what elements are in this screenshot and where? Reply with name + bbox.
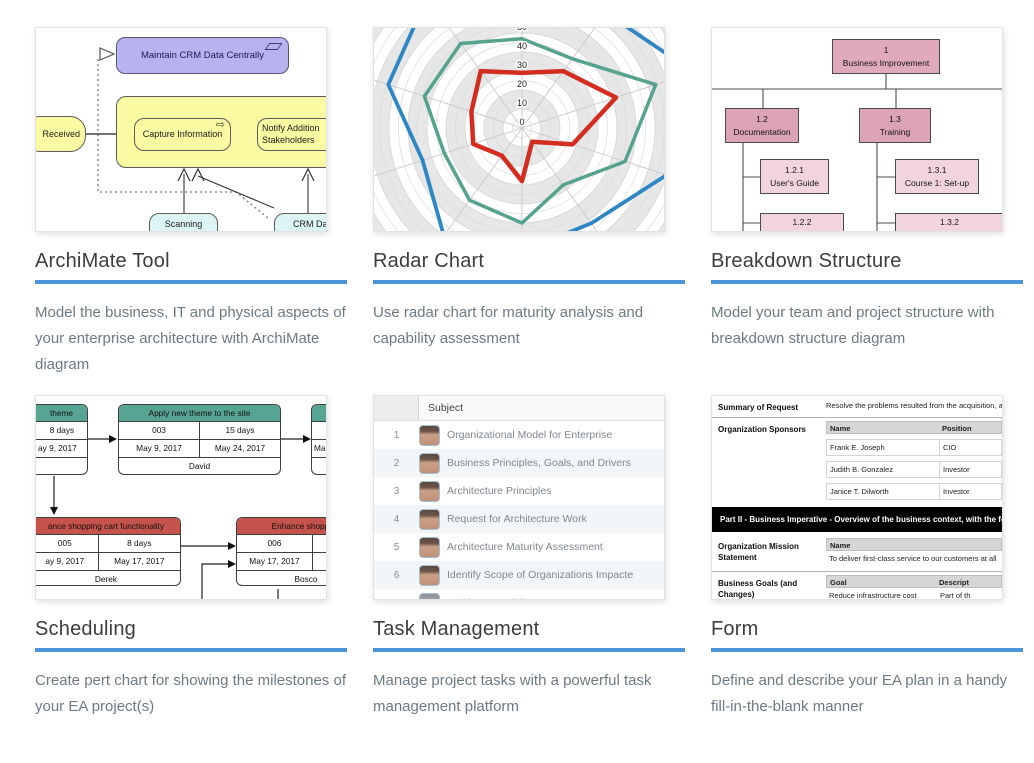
process-arrow-icon: ⇨ (215, 119, 225, 131)
wbs-node-root: 1 Business Improvement (832, 39, 940, 74)
archimate-event-node: Received (36, 116, 86, 152)
breakdown-connectors (712, 74, 1002, 231)
svg-text:40: 40 (517, 41, 527, 51)
card-title-scheduling: Scheduling (35, 618, 136, 640)
card-description-tasks: Manage project tasks with a powerful tas… (373, 672, 652, 715)
assignee-avatar (419, 564, 440, 586)
sponsor-row: Judith B. Gonzalez Investor (826, 461, 1002, 479)
task-table-header: Subject (374, 396, 664, 421)
task-row: 1 Organizational Model for Enterprise (374, 421, 664, 449)
task-subject-column-header: Subject (419, 396, 664, 420)
feature-card-breakdown: 1 Business Improvement 1.2 Documentation… (711, 27, 1023, 395)
card-title-form: Form (711, 618, 759, 640)
title-underline (373, 648, 685, 652)
card-description-breakdown: Model your team and project structure wi… (711, 304, 995, 347)
divider (712, 571, 1002, 573)
form-mission-row: Organization Mission Statement Name To d… (718, 538, 1002, 567)
breakdown-preview-image: 1 Business Improvement 1.2 Documentation… (711, 27, 1003, 232)
divider (712, 417, 1002, 419)
form-part2-banner: Part II - Business Imperative - Overview… (712, 507, 1002, 533)
archimate-service-label: Maintain CRM Data Centrally (140, 50, 264, 61)
pert-node-left: theme 8 days ay 9, 2017 (36, 404, 88, 475)
pert-node-apply-theme: Apply new theme to the site 003 15 days … (118, 404, 281, 475)
archimate-scanning-node: Scanning (149, 213, 218, 231)
title-underline (711, 280, 1023, 284)
assignee-avatar (419, 452, 440, 474)
assignee-avatar (419, 592, 440, 599)
radar-chart-svg: 0 10 20 30 40 50 (374, 28, 664, 231)
wbs-node-1-3-1: 1.3.1 Course 1: Set-up (895, 159, 979, 194)
task-row: 6 Identify Scope of Organizations Impact… (374, 561, 664, 589)
wbs-node-1-2-2: 1.2.2 (760, 213, 844, 231)
feature-card-form: Summary of Request Resolve the problems … (711, 395, 1023, 763)
form-summary-row: Summary of Request Resolve the problems … (718, 401, 1002, 412)
feature-card-scheduling: theme 8 days ay 9, 2017 Apply new theme … (35, 395, 347, 763)
form-goals-row: Business Goals (and Changes) Goal Descri… (718, 575, 1002, 599)
task-row: 5 Architecture Maturity Assessment (374, 533, 664, 561)
goals-table-header: Goal Descript (826, 575, 1002, 589)
feature-card-radar: 0 10 20 30 40 50 Radar Chart Use radar chart … (373, 27, 685, 395)
task-row: 4 Request for Architecture Work (374, 505, 664, 533)
pert-node-shopping-cart: ance shopping cart functionality 005 8 d… (36, 517, 181, 586)
card-title-tasks: Task Management (373, 618, 540, 640)
deliverable-icon (264, 43, 283, 50)
pert-node-right: Ma (311, 404, 326, 475)
archimate-capture-node: Capture Information ⇨ (134, 118, 231, 151)
card-description-scheduling: Create pert chart for showing the milest… (35, 672, 346, 715)
goal-row: Reduce infrastructure cost Part of th (829, 591, 971, 599)
archimate-crm-node: CRM Data (274, 213, 326, 231)
svg-text:50: 50 (517, 28, 527, 32)
form-preview-image: Summary of Request Resolve the problems … (711, 395, 1003, 600)
title-underline (711, 648, 1023, 652)
assignee-avatar (419, 508, 440, 530)
task-row: 7 Architecture Vision (374, 589, 664, 599)
wbs-node-1-2-1: 1.2.1 User's Guide (760, 159, 829, 194)
feature-card-archimate: Maintain CRM Data Centrally Received Cap… (35, 27, 347, 395)
radar-preview-image: 0 10 20 30 40 50 (373, 27, 665, 232)
card-title-breakdown: Breakdown Structure (711, 250, 902, 272)
card-description-radar: Use radar chart for maturity analysis an… (373, 304, 644, 347)
title-underline (35, 280, 347, 284)
card-title-archimate: ArchiMate Tool (35, 250, 170, 272)
card-description-form: Define and describe your EA plan in a ha… (711, 672, 1008, 715)
wbs-node-1-2: 1.2 Documentation (725, 108, 799, 143)
card-description-archimate: Model the business, IT and physical aspe… (35, 304, 346, 373)
wbs-node-1-3-2: 1.3.2 (895, 213, 1002, 231)
assignee-avatar (419, 424, 440, 446)
svg-text:0: 0 (519, 117, 524, 127)
pert-node-enhance-shopping: Enhance shopping 006 May 17, 2017 Bosco (236, 517, 326, 586)
form-sponsors-row: Organization Sponsors Name Position Fran… (718, 421, 1002, 501)
archimate-preview-image: Maintain CRM Data Centrally Received Cap… (35, 27, 327, 232)
assignee-avatar (419, 480, 440, 502)
sponsor-row: Frank E. Joseph CIO (826, 439, 1002, 457)
feature-grid: Maintain CRM Data Centrally Received Cap… (35, 27, 1023, 763)
svg-text:20: 20 (517, 79, 527, 89)
form-document: Summary of Request Resolve the problems … (712, 396, 1002, 599)
svg-text:30: 30 (517, 60, 527, 70)
pert-preview-image: theme 8 days ay 9, 2017 Apply new theme … (35, 395, 327, 600)
task-list-preview-image: Subject 1 Organizational Model for Enter… (373, 395, 665, 600)
archimate-notify-node: Notify Addition Stakeholders (257, 118, 326, 151)
archimate-service-node: Maintain CRM Data Centrally (116, 37, 289, 74)
wbs-node-1-3: 1.3 Training (859, 108, 931, 143)
task-row: 3 Architecture Principles (374, 477, 664, 505)
card-title-radar: Radar Chart (373, 250, 485, 272)
sponsors-table-header: Name Position (826, 421, 1002, 435)
task-number-column-header (374, 396, 419, 420)
title-underline (373, 280, 685, 284)
task-row: 2 Business Principles, Goals, and Driver… (374, 449, 664, 477)
feature-card-tasks: Subject 1 Organizational Model for Enter… (373, 395, 685, 763)
sponsor-row: Janice T. Dilworth Investor (826, 483, 1002, 501)
title-underline (35, 648, 347, 652)
pert-connectors (50, 435, 311, 599)
svg-text:10: 10 (517, 98, 527, 108)
assignee-avatar (419, 536, 440, 558)
